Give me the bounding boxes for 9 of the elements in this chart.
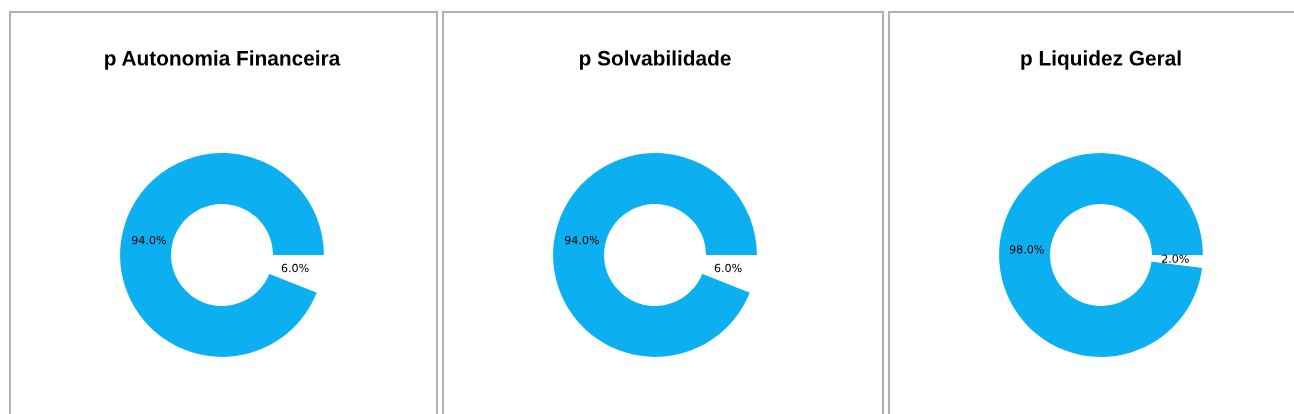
data-label: 98.0% xyxy=(1009,245,1044,254)
data-label: 94.0% xyxy=(131,235,166,245)
data-label: 6.0% xyxy=(281,263,309,273)
chart-title: p Solvabilidade xyxy=(579,50,731,70)
chart-title: p Liquidez Geral xyxy=(1021,50,1181,70)
data-label: 2.0% xyxy=(1161,254,1189,263)
chart-title: p Autonomia Financeira xyxy=(105,50,341,70)
data-label: 94.0% xyxy=(564,235,599,245)
data-label: 6.0% xyxy=(714,263,742,273)
